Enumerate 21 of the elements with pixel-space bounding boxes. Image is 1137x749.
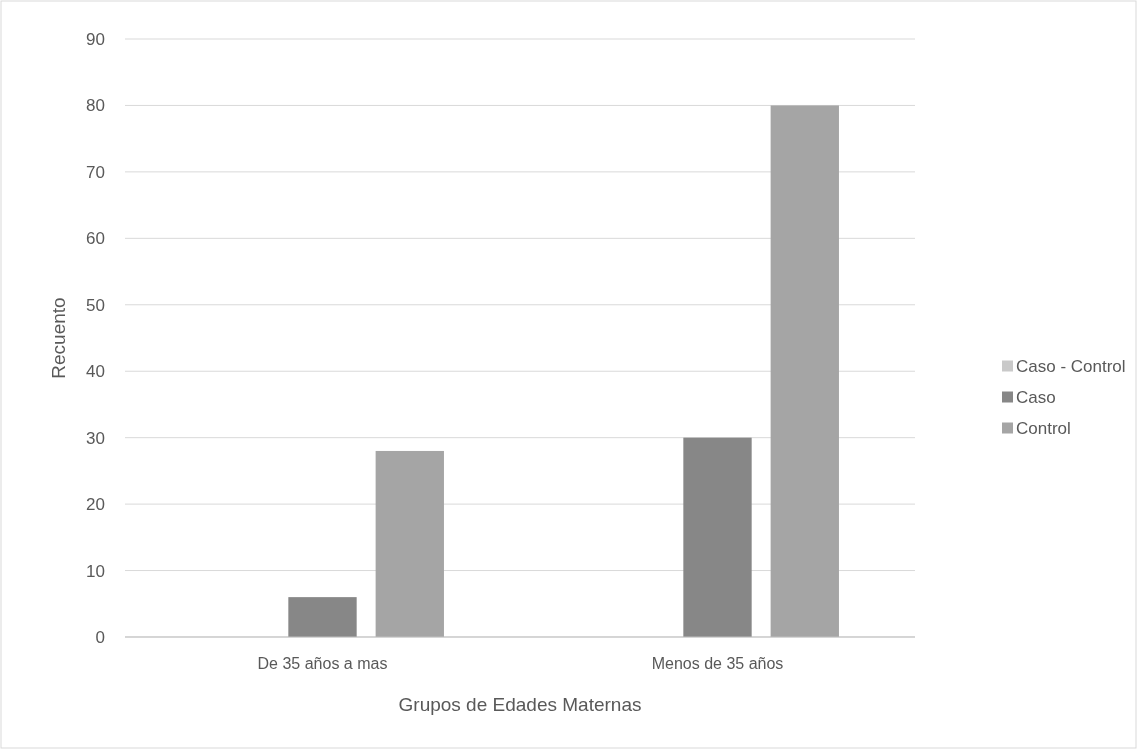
legend-label: Caso - Control [1016,356,1126,376]
x-axis-title: Grupos de Edades Maternas [398,694,642,715]
y-tick-label: 70 [86,162,105,182]
legend-label: Caso [1016,387,1056,407]
bar [288,597,357,637]
x-tick-label: Menos de 35 años [651,655,784,672]
bar [375,450,444,637]
legend-label: Control [1016,418,1071,438]
y-tick-label: 90 [86,29,105,49]
y-tick-label: 50 [86,295,105,315]
y-tick-label: 20 [86,495,105,515]
y-tick-label: 60 [86,229,105,249]
y-axis-title: Recuento [48,297,69,379]
bar [770,105,839,637]
y-tick-label: 30 [86,428,105,448]
y-tick-label: 80 [86,96,105,116]
y-tick-label: 10 [86,561,105,581]
y-tick-label: 0 [95,627,105,647]
bar [683,437,752,637]
y-tick-label: 40 [86,362,105,382]
x-tick-label: De 35 años a mas [257,655,388,672]
